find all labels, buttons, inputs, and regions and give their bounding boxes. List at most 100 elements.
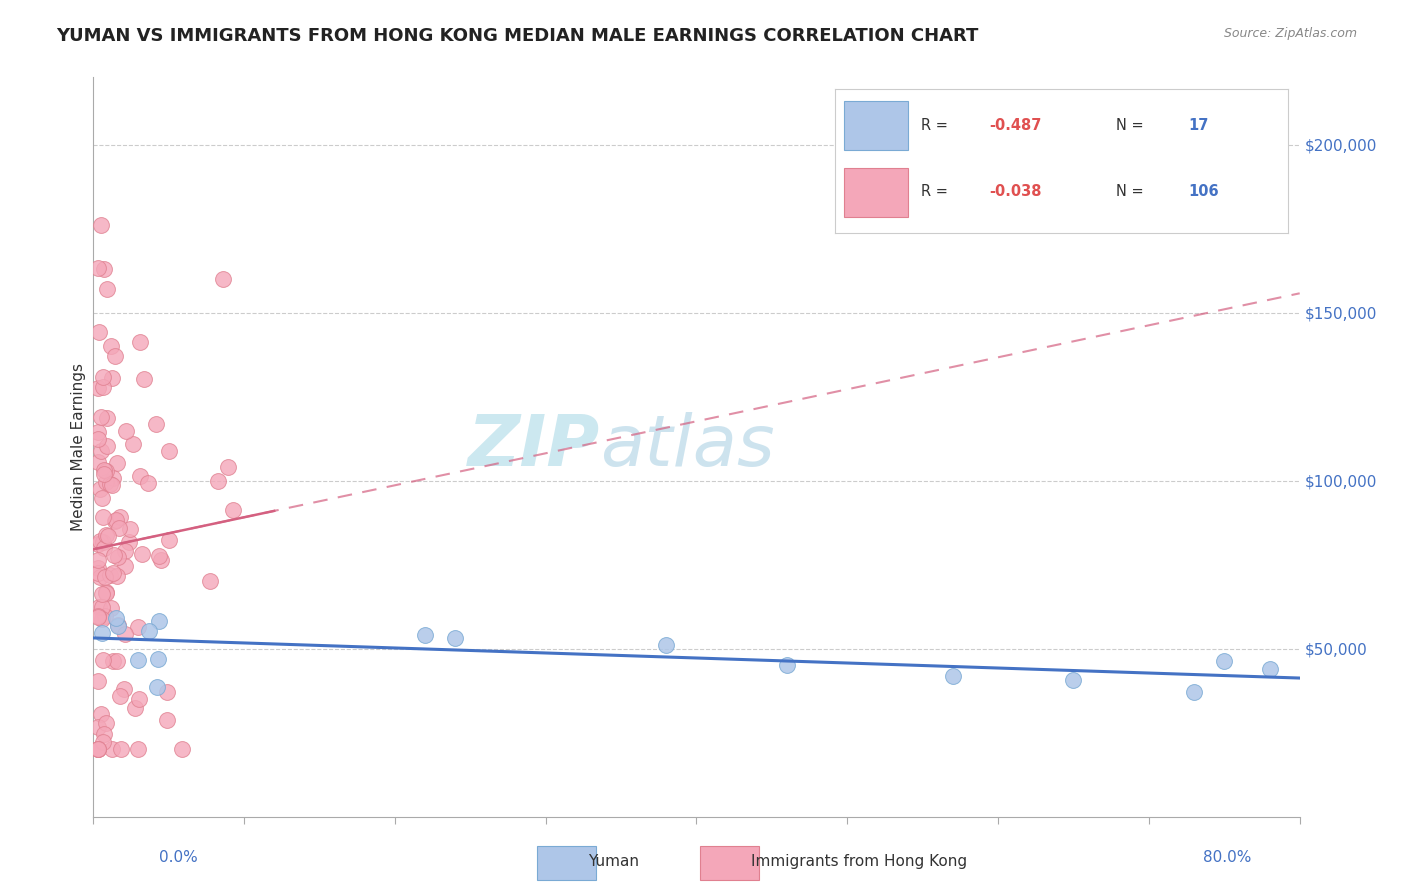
Point: [110, 690, 132, 704]
Point: [108, 521, 131, 535]
Point: [107, 549, 129, 564]
Point: [100, 371, 122, 385]
Point: [146, 680, 169, 694]
Point: [114, 425, 136, 439]
Point: [1182, 685, 1205, 699]
Point: [93, 463, 115, 477]
Point: [1213, 654, 1236, 668]
Point: [100, 742, 122, 756]
Point: [132, 372, 155, 386]
Point: [86, 261, 108, 276]
Text: Yuman: Yuman: [588, 855, 638, 869]
Point: [90, 444, 112, 458]
Point: [103, 514, 125, 528]
Point: [89, 534, 111, 549]
Point: [156, 713, 179, 727]
Point: [776, 658, 799, 673]
Point: [1258, 661, 1281, 675]
Point: [207, 474, 229, 488]
Point: [86, 742, 108, 756]
Point: [127, 742, 149, 756]
Point: [120, 522, 142, 536]
Point: [93, 609, 115, 624]
Point: [101, 654, 124, 668]
Text: Source: ZipAtlas.com: Source: ZipAtlas.com: [1223, 27, 1357, 40]
Point: [91, 491, 114, 506]
Point: [942, 668, 965, 682]
Point: [105, 569, 128, 583]
Point: [87, 599, 110, 614]
Point: [94, 464, 117, 478]
Point: [86, 537, 108, 551]
Point: [138, 624, 160, 638]
Point: [148, 614, 170, 628]
Text: 80.0%: 80.0%: [1204, 850, 1251, 865]
Text: ZIP: ZIP: [468, 412, 600, 482]
Point: [91, 653, 114, 667]
Point: [90, 706, 112, 721]
Point: [87, 608, 110, 623]
Point: [89, 569, 111, 583]
Point: [127, 653, 149, 667]
Point: [217, 460, 239, 475]
Point: [105, 513, 128, 527]
Point: [86, 673, 108, 688]
Point: [114, 559, 136, 574]
Point: [98, 568, 121, 582]
Point: [94, 584, 117, 599]
Point: [91, 626, 114, 640]
Point: [93, 380, 115, 394]
Point: [89, 482, 111, 496]
Point: [90, 599, 112, 614]
Point: [114, 627, 136, 641]
Point: [96, 410, 118, 425]
Point: [91, 369, 114, 384]
Point: [121, 436, 143, 450]
Point: [107, 619, 129, 633]
Point: [90, 410, 112, 425]
Point: [105, 456, 128, 470]
Point: [93, 510, 115, 524]
Point: [110, 742, 132, 756]
Point: [146, 652, 169, 666]
Point: [94, 527, 117, 541]
Point: [101, 471, 124, 485]
Point: [127, 620, 149, 634]
Point: [90, 219, 112, 233]
Point: [86, 720, 108, 734]
Point: [157, 533, 180, 548]
Point: [104, 611, 127, 625]
Point: [103, 549, 125, 563]
Text: 0.0%: 0.0%: [159, 850, 198, 865]
Point: [149, 553, 172, 567]
Point: [86, 742, 108, 756]
Point: [93, 726, 115, 740]
Point: [94, 475, 117, 489]
Point: [93, 535, 115, 549]
Point: [96, 282, 118, 296]
Point: [93, 261, 115, 276]
Point: [118, 535, 141, 549]
Point: [86, 553, 108, 567]
Point: [444, 631, 467, 645]
Point: [96, 529, 118, 543]
Point: [96, 715, 118, 730]
Text: YUMAN VS IMMIGRANTS FROM HONG KONG MEDIAN MALE EARNINGS CORRELATION CHART: YUMAN VS IMMIGRANTS FROM HONG KONG MEDIA…: [56, 27, 979, 45]
Point: [91, 735, 114, 749]
Point: [145, 417, 167, 431]
Point: [124, 701, 146, 715]
Point: [655, 638, 678, 652]
Point: [222, 503, 245, 517]
Point: [86, 561, 108, 575]
Point: [101, 566, 124, 580]
Point: [105, 654, 128, 668]
Point: [212, 272, 235, 286]
Point: [148, 549, 170, 564]
Point: [93, 541, 115, 555]
Point: [93, 467, 115, 481]
Point: [100, 601, 122, 615]
Point: [86, 742, 108, 756]
Point: [87, 325, 110, 339]
Text: atlas: atlas: [600, 412, 775, 482]
Point: [131, 548, 153, 562]
